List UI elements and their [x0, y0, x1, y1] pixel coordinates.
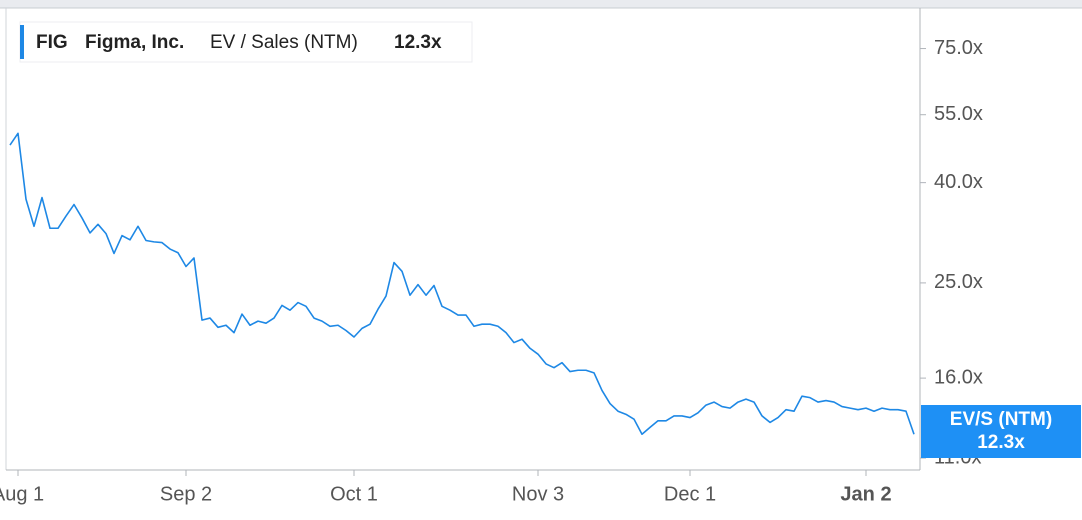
y-tick-label: 75.0x [934, 37, 983, 59]
badge-value: 12.3x [977, 432, 1025, 453]
x-tick-label: Nov 3 [512, 483, 564, 505]
badge-box [921, 405, 1081, 458]
badge-label: EV/S (NTM) [950, 409, 1052, 430]
top-bar [0, 0, 1082, 8]
metric-value: 12.3x [394, 32, 442, 53]
x-tick-label: Aug 1 [0, 483, 44, 505]
x-tick-label: Oct 1 [330, 483, 378, 505]
header-box [19, 21, 473, 63]
y-tick-label: 16.0x [934, 366, 983, 388]
plot-area [9, 132, 915, 436]
y-tick-label: 25.0x [934, 271, 983, 293]
y-tick-label: 40.0x [934, 171, 983, 193]
last-value-badge: EV/S (NTM) 12.3x [921, 405, 1081, 458]
y-tick-label: 55.0x [934, 103, 983, 125]
series-line [9, 132, 915, 436]
x-tick-label: Jan 2 [840, 483, 891, 505]
x-tick-label: Dec 1 [664, 483, 716, 505]
company-name: Figma, Inc. [85, 32, 184, 53]
metric-name: EV / Sales (NTM) [210, 32, 358, 53]
x-tick-label: Sep 2 [160, 483, 212, 505]
ticker: FIG [36, 32, 68, 53]
header-accent [20, 25, 24, 59]
